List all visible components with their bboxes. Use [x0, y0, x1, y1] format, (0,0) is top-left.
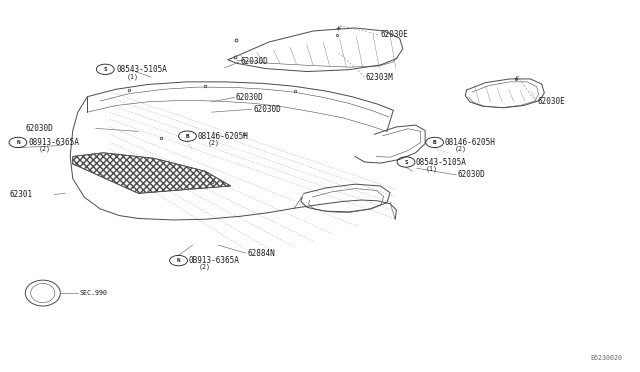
Text: 62030E: 62030E: [381, 30, 408, 39]
Text: 08146-6205H: 08146-6205H: [445, 138, 496, 147]
Text: B: B: [186, 134, 189, 139]
Text: 08543-5105A: 08543-5105A: [415, 157, 467, 167]
Text: 62030E: 62030E: [538, 97, 565, 106]
Text: (2): (2): [38, 146, 51, 152]
Text: SEC.990: SEC.990: [79, 290, 107, 296]
Text: 62884N: 62884N: [247, 250, 275, 259]
Text: (2): (2): [455, 146, 467, 152]
Text: (1): (1): [426, 165, 438, 171]
Text: 08146-6205H: 08146-6205H: [198, 132, 248, 141]
Text: 62301: 62301: [9, 190, 32, 199]
Text: E6230020: E6230020: [591, 355, 623, 361]
Text: 62303M: 62303M: [366, 73, 394, 82]
Text: 62030D: 62030D: [236, 93, 264, 102]
Polygon shape: [73, 153, 231, 193]
Text: N: N: [177, 258, 180, 263]
Text: 0B913-6365A: 0B913-6365A: [189, 256, 239, 265]
Text: 08913-6365A: 08913-6365A: [28, 138, 79, 147]
Text: 08543-5105A: 08543-5105A: [116, 65, 167, 74]
Text: 62030D: 62030D: [253, 105, 281, 114]
Text: B: B: [433, 140, 436, 145]
Text: N: N: [16, 140, 20, 145]
Text: S: S: [404, 160, 408, 164]
Text: (1): (1): [126, 73, 138, 80]
Text: (2): (2): [199, 264, 211, 270]
Text: 62030D: 62030D: [26, 124, 53, 133]
Text: 62030D: 62030D: [458, 170, 485, 179]
Text: (2): (2): [208, 140, 220, 146]
Text: S: S: [104, 67, 107, 72]
Text: 62030D: 62030D: [241, 57, 268, 67]
